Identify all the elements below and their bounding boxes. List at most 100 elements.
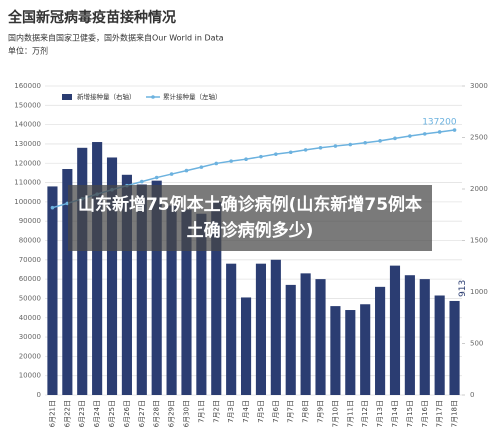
x-tick-label: 7月4日 xyxy=(242,400,250,423)
y-tick-label: 130000 xyxy=(14,140,41,148)
bar xyxy=(434,295,445,395)
y-tick-label: 140000 xyxy=(14,121,41,129)
line-point xyxy=(333,144,338,148)
y-tick-label: 40000 xyxy=(19,314,41,322)
line-point xyxy=(288,150,293,155)
x-tick-label: 7月9日 xyxy=(317,400,325,423)
x-tick-label: 7月2日 xyxy=(212,400,220,423)
bar xyxy=(166,205,177,395)
line-point xyxy=(229,159,233,163)
y-tick-label: 60000 xyxy=(19,275,41,283)
y-tick-label: 120000 xyxy=(14,159,41,167)
bar xyxy=(360,304,371,395)
line-point xyxy=(169,172,174,176)
bar xyxy=(77,147,88,395)
bar xyxy=(315,279,326,395)
data-label: 137200 xyxy=(422,118,457,128)
bar xyxy=(300,273,311,395)
bar xyxy=(375,286,386,395)
bar xyxy=(345,310,356,395)
line-point xyxy=(452,128,457,132)
line-point xyxy=(274,152,278,156)
line-point xyxy=(318,146,323,150)
x-tick-label: 6月30日 xyxy=(182,400,190,427)
line-point xyxy=(184,168,189,173)
x-tick-label: 6月29日 xyxy=(168,400,176,427)
x-tick-label: 7月18日 xyxy=(451,400,459,427)
bar xyxy=(270,259,281,395)
overlay-caption: 山东新增75例本土确诊病例(山东新增75例本土确诊病例多少) xyxy=(68,185,432,251)
y-tick-label: 150000 xyxy=(14,101,41,109)
bar xyxy=(62,169,73,395)
bar xyxy=(240,297,252,395)
legend-label: 累计接种量（左轴） xyxy=(163,92,222,101)
bar xyxy=(196,213,207,395)
x-tick-label: 7月12日 xyxy=(361,400,369,427)
x-tick-label: 6月25日 xyxy=(108,400,116,427)
bar xyxy=(419,279,430,395)
y-tick-label: 80000 xyxy=(19,237,41,245)
x-tick-label: 6月21日 xyxy=(48,400,56,427)
y-tick-label: 20000 xyxy=(19,352,41,360)
bar xyxy=(226,263,237,395)
bar xyxy=(330,306,341,395)
x-tick-label: 6月22日 xyxy=(63,400,71,427)
line-point xyxy=(244,157,248,161)
x-tick-label: 7月1日 xyxy=(197,400,205,423)
line-point xyxy=(50,205,55,210)
bar xyxy=(136,184,147,395)
x-tick-label: 7月15日 xyxy=(406,400,414,427)
chart-subtitle: 国内数据来自国家卫健委，国外数据来自Our World in Data xyxy=(8,33,224,43)
line-point xyxy=(154,175,159,180)
data-label: 913 xyxy=(458,280,468,297)
x-tick-label: 6月23日 xyxy=(78,400,86,427)
line-point xyxy=(348,142,353,147)
y2-tick-label: 0 xyxy=(470,391,474,399)
chart-title: 全国新冠病毒疫苗接种情况 xyxy=(7,9,176,26)
y-tick-label: 10000 xyxy=(19,372,41,380)
y-tick-label: 160000 xyxy=(14,82,41,90)
x-tick-label: 6月28日 xyxy=(153,400,161,427)
y-tick-label: 110000 xyxy=(14,179,41,187)
x-tick-label: 7月6日 xyxy=(272,400,280,423)
x-tick-label: 6月26日 xyxy=(123,400,131,427)
y2-tick-label: 1500 xyxy=(470,237,488,245)
line-point xyxy=(214,161,219,166)
y2-tick-label: 2500 xyxy=(470,134,488,142)
bar xyxy=(106,157,118,395)
line-point xyxy=(378,139,382,143)
bar xyxy=(151,180,162,395)
line-point xyxy=(140,179,144,184)
x-tick-label: 7月7日 xyxy=(287,400,295,423)
line-point xyxy=(437,130,442,134)
x-tick-label: 7月13日 xyxy=(376,400,384,427)
x-tick-label: 7月14日 xyxy=(391,400,399,427)
x-tick-label: 7月11日 xyxy=(346,400,354,427)
x-tick-label: 7月3日 xyxy=(227,400,235,423)
bar xyxy=(47,186,58,395)
y2-tick-label: 500 xyxy=(470,340,483,348)
line-point xyxy=(199,165,204,169)
x-tick-label: 6月24日 xyxy=(93,400,101,427)
bar xyxy=(211,201,222,395)
y-tick-label: 90000 xyxy=(19,217,41,225)
x-tick-label: 7月10日 xyxy=(331,400,339,427)
y2-tick-label: 3000 xyxy=(470,82,488,90)
x-tick-label: 6月27日 xyxy=(138,400,146,427)
y-tick-label: 30000 xyxy=(19,333,41,341)
y2-tick-label: 2000 xyxy=(470,185,488,193)
bar xyxy=(404,275,415,395)
bar xyxy=(255,263,267,395)
bar xyxy=(181,209,192,395)
unit-label: 单位：万剂 xyxy=(8,46,48,56)
line-point xyxy=(422,132,427,136)
x-tick-label: 7月16日 xyxy=(421,400,429,427)
line-point xyxy=(259,154,263,159)
line-point xyxy=(408,134,412,138)
line-point xyxy=(363,140,367,145)
x-tick-label: 7月8日 xyxy=(302,400,310,423)
y-tick-label: 0 xyxy=(37,391,41,399)
y-tick-label: 100000 xyxy=(14,198,41,206)
